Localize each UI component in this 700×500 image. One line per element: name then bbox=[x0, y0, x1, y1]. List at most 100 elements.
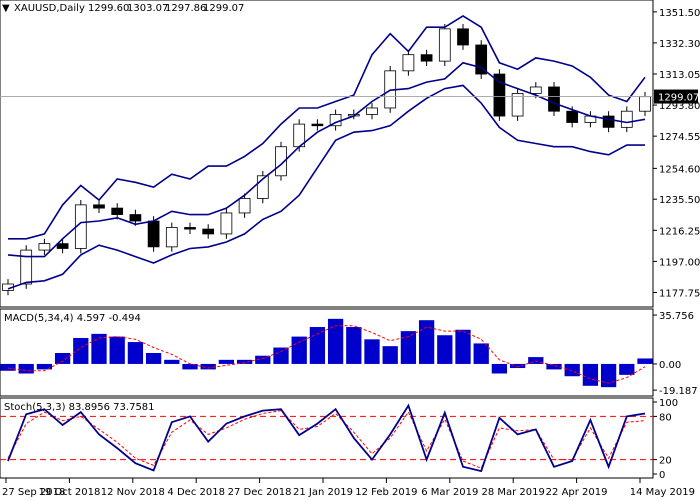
x-tick-label: 22 Apr 2019 bbox=[546, 487, 608, 498]
x-tick-label: 27 Dec 2018 bbox=[228, 487, 292, 498]
candle-body bbox=[402, 54, 415, 72]
stoch-title: Stoch(5,3,3) 83.8956 73.7581 bbox=[4, 402, 155, 413]
macd-bar bbox=[218, 359, 235, 364]
macd-bar bbox=[400, 331, 417, 364]
macd-bar bbox=[564, 363, 580, 377]
ohlc-close: 1299.07 bbox=[203, 3, 244, 14]
price-series-layer bbox=[0, 14, 653, 296]
macd-bar bbox=[236, 359, 253, 364]
symbol-label: XAUUSD,Daily bbox=[14, 3, 85, 14]
candle-body bbox=[529, 86, 542, 94]
candle-body bbox=[639, 96, 651, 112]
x-tick-label: 14 May 2019 bbox=[630, 487, 695, 498]
price-panel-border bbox=[0, 0, 654, 308]
stoch-tick-label: 100 bbox=[659, 398, 678, 409]
y-tick-label: 1274.55 bbox=[659, 132, 700, 143]
macd-bar bbox=[18, 363, 34, 374]
macd-bar bbox=[291, 336, 307, 364]
macd-panel-border bbox=[0, 308, 654, 397]
macd-bar bbox=[182, 363, 198, 370]
macd-bar bbox=[145, 353, 162, 364]
macd-bar bbox=[36, 363, 53, 370]
x-tick-label: 27 Sep 2018 bbox=[2, 487, 65, 498]
macd-bar bbox=[364, 339, 380, 364]
macd-bar bbox=[509, 363, 526, 369]
macd-bar bbox=[437, 335, 453, 364]
macd-bar bbox=[109, 336, 125, 364]
candle-body bbox=[93, 204, 105, 209]
macd-bar bbox=[127, 342, 144, 364]
macd-bar bbox=[273, 347, 289, 364]
y-tick-label: 1197.00 bbox=[659, 257, 700, 268]
y-tick-label: 1254.60 bbox=[659, 164, 700, 175]
candle-body bbox=[420, 54, 433, 62]
macd-bar bbox=[619, 363, 635, 375]
macd-bar bbox=[600, 363, 617, 388]
candle-body bbox=[457, 28, 469, 46]
macd-bar bbox=[0, 363, 16, 371]
candle-body bbox=[620, 110, 633, 128]
macd-bar bbox=[546, 363, 562, 370]
macd-title: MACD(5,34,4) 4.597 -0.494 bbox=[4, 313, 141, 324]
y-tick-label: 1177.75 bbox=[659, 288, 700, 299]
macd-tick-label: 0.00 bbox=[659, 360, 681, 371]
candle-body bbox=[548, 86, 560, 112]
macd-bar bbox=[491, 363, 508, 374]
stoch-main-line bbox=[7, 403, 646, 473]
x-tick-label: 6 Mar 2019 bbox=[421, 487, 478, 498]
macd-bar bbox=[164, 359, 180, 364]
candle-body bbox=[311, 123, 324, 127]
stoch-tick-label: 80 bbox=[659, 412, 672, 423]
candle-body bbox=[566, 110, 579, 123]
candle-body bbox=[238, 198, 251, 214]
axis-layer: 1351.50 1332.30 1313.05 1293.80 1274.55 1254.… bbox=[2, 8, 700, 498]
candle-body bbox=[56, 243, 69, 249]
ohlc-high: 1303.07 bbox=[127, 3, 168, 14]
y-tick-label: 1235.50 bbox=[659, 195, 700, 206]
macd-bar bbox=[473, 343, 489, 364]
candle-body bbox=[275, 146, 287, 177]
stoch-panel-border bbox=[0, 397, 654, 479]
macd-layer bbox=[0, 318, 653, 388]
candle-body bbox=[147, 220, 160, 248]
macd-bar bbox=[637, 358, 653, 364]
candle-body bbox=[438, 28, 451, 62]
candle-body bbox=[111, 207, 124, 215]
macd-bar bbox=[327, 318, 344, 364]
x-tick-label: 4 Dec 2018 bbox=[167, 487, 225, 498]
candle-body bbox=[366, 107, 378, 115]
candle-body bbox=[493, 73, 506, 117]
macd-bar bbox=[73, 337, 89, 364]
x-tick-label: 21 Jan 2019 bbox=[293, 487, 353, 498]
macd-tick-label: 35.756 bbox=[659, 311, 694, 322]
stoch-tick-label: 20 bbox=[659, 456, 672, 467]
macd-signal-line bbox=[7, 325, 646, 384]
x-tick-label: 12 Nov 2018 bbox=[101, 487, 165, 498]
macd-bar bbox=[91, 333, 107, 364]
stochastic-layer bbox=[0, 403, 653, 473]
candle-body bbox=[129, 214, 142, 222]
y-tick-label: 1313.05 bbox=[659, 70, 700, 81]
candle-body bbox=[20, 249, 33, 285]
bollinger-upper-line bbox=[8, 14, 646, 240]
macd-bar bbox=[582, 363, 599, 386]
macd-bar bbox=[528, 357, 544, 364]
y-tick-label: 1332.30 bbox=[659, 39, 700, 50]
y-tick-label: 1216.25 bbox=[659, 226, 700, 237]
x-tick-label: 19 Oct 2018 bbox=[38, 487, 100, 498]
macd-bar bbox=[54, 353, 71, 364]
current-price-label: 1299.07 bbox=[658, 93, 699, 104]
macd-bar bbox=[382, 346, 398, 364]
candle-body bbox=[511, 93, 524, 117]
macd-bar bbox=[255, 355, 271, 364]
macd-bar bbox=[309, 327, 326, 364]
candle-body bbox=[475, 44, 488, 75]
ohlc-low: 1297.86 bbox=[165, 3, 206, 14]
x-tick-label: 12 Feb 2019 bbox=[355, 487, 417, 498]
candle-body bbox=[602, 115, 615, 128]
macd-bar bbox=[455, 329, 471, 364]
x-tick-label: 28 Mar 2019 bbox=[481, 487, 544, 498]
candle-body bbox=[184, 227, 196, 230]
